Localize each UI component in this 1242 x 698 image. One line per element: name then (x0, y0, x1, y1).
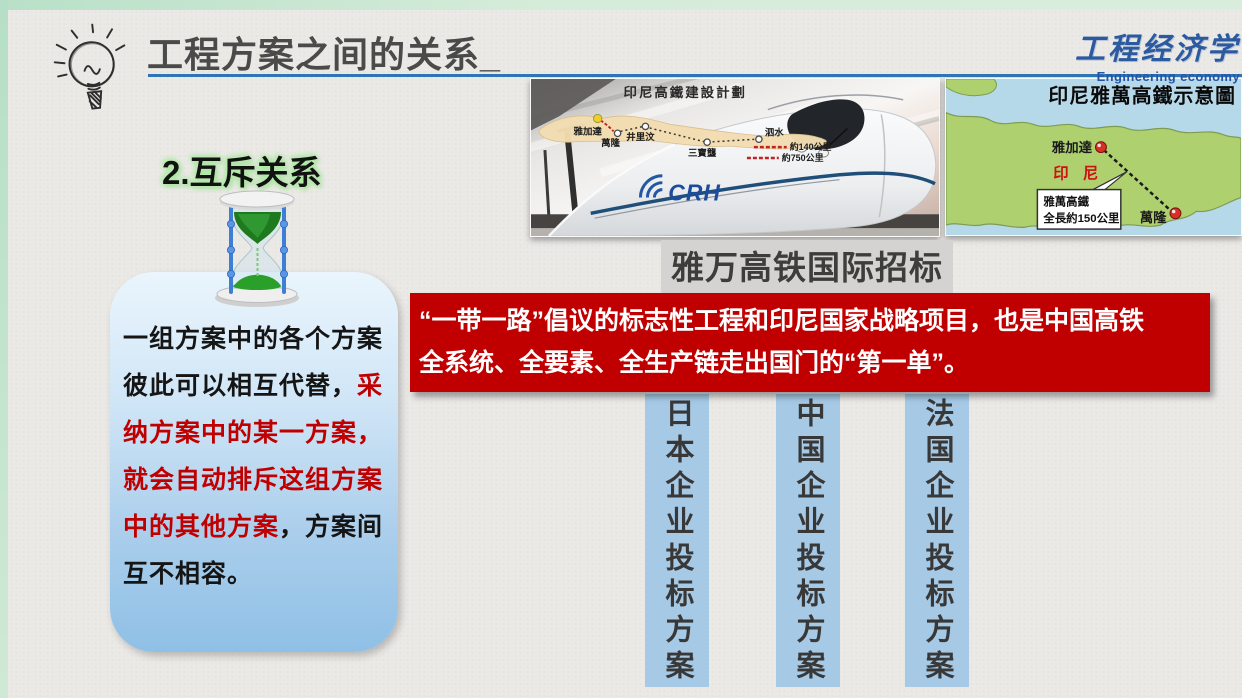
bid-column-france-label: 法国企业投标方案 (921, 398, 953, 686)
car-seam (878, 114, 886, 218)
rail-dashed-line (1103, 149, 1173, 213)
bandung-label: 萬隆 (1140, 209, 1167, 225)
section-label: 2.互斥关系 (162, 154, 322, 191)
dist-140-label: 約140公里 (790, 141, 832, 152)
bid-heading: 雅万高铁国际招标 (661, 240, 953, 295)
dark-corner (531, 79, 616, 131)
route-dotted-line (620, 125, 756, 143)
semarang-marker (703, 138, 711, 146)
bandung-pin (1169, 207, 1182, 220)
jakarta-marker (592, 113, 603, 124)
callout-line1: 雅萬高鐵 (1042, 194, 1089, 208)
banner-line-1: “一带一路”倡议的标志性工程和印尼国家战略项目，也是中国高铁 (419, 307, 1145, 335)
schematic-map-title: 印尼雅萬高鐵示意圖 (1048, 85, 1236, 108)
course-logo-en: Engineering economy (1096, 69, 1240, 84)
roof-line (767, 94, 904, 111)
bandung-marker (613, 129, 622, 138)
lightbulb-icon (53, 23, 126, 110)
blue-stripe (590, 171, 936, 215)
page-title: 工程方案之间的关系_ (147, 34, 502, 75)
definition-box: 一组方案中的各个方案彼此可以相互代替，采纳方案中的某一方案，就会自动排斥这组方案… (110, 272, 398, 652)
schematic-map: 印尼雅萬高鐵示意圖 印 尼 雅加達 萬隆 雅萬高鐵 全長約150公里 (945, 78, 1242, 236)
dist-750-label: 約750公里 (782, 152, 824, 163)
title-underline (148, 74, 1242, 77)
bandung-label: 萬隆 (601, 137, 620, 148)
belt-road-banner: “一带一路”倡议的标志性工程和印尼国家战略项目，也是中国高铁 全系统、全要素、全… (410, 293, 1210, 392)
bid-column-japan-label: 日本企业投标方案 (661, 398, 693, 686)
bid-column-japan: 日本企业投标方案 (645, 394, 709, 687)
train-photo: CRH 印尼高鐵建設計劃 雅加達 萬隆 井里汶 三寶壟 泗水 約140公里 約7… (530, 78, 940, 237)
definition-part1: 一组方案中的各个方案彼此可以相互代替， (123, 325, 384, 400)
nose-highlight (548, 143, 676, 236)
java-island (946, 111, 1241, 229)
crh-logo-text: CRH (668, 180, 721, 206)
train-map-title: 印尼高鐵建設計劃 (624, 84, 747, 100)
thin-stripe (594, 179, 840, 219)
hourglass-icon (215, 190, 299, 307)
wiper (829, 127, 848, 146)
callout-box (1036, 188, 1122, 230)
callout-line2: 全長約150公里 (1042, 211, 1119, 225)
north-island (946, 79, 997, 97)
bid-column-china-label: 中国企业投标方案 (792, 398, 824, 686)
definition-text: 一组方案中的各个方案彼此可以相互代替，采纳方案中的某一方案，就会自动排斥这组方案… (123, 316, 385, 598)
jakarta-label: 雅加達 (573, 125, 603, 136)
jakarta-label: 雅加達 (1052, 139, 1093, 155)
surabaya-label: 泗水 (765, 126, 784, 137)
crh-logo: CRH (638, 174, 721, 206)
surabaya-marker (755, 135, 763, 144)
cirebon-label: 井里汶 (626, 131, 655, 142)
bid-column-france: 法国企业投标方案 (905, 394, 969, 687)
course-logo-zh: 工程经济学 (1075, 32, 1240, 67)
definition-part2-red: 采纳方案中的某一方案，就会自动排斥这组方案中的其他方案 (123, 372, 384, 541)
cirebon-marker (641, 122, 650, 131)
jakarta-pin (1094, 141, 1107, 154)
bid-column-china: 中国企业投标方案 (776, 394, 840, 687)
top-green-border (0, 0, 1242, 10)
banner-line-2: 全系统、全要素、全生产链走出国门的“第一单”。 (419, 349, 970, 377)
course-logo: 工程经济学 Engineering economy (1075, 24, 1240, 84)
country-label: 印 尼 (1053, 165, 1103, 183)
route-red-segment (600, 119, 615, 133)
definition-part3: ，方案间互不相容。 (123, 513, 384, 588)
java-island-overlay (538, 115, 827, 150)
left-green-border (0, 0, 8, 698)
semarang-label: 三寶壟 (688, 147, 717, 158)
